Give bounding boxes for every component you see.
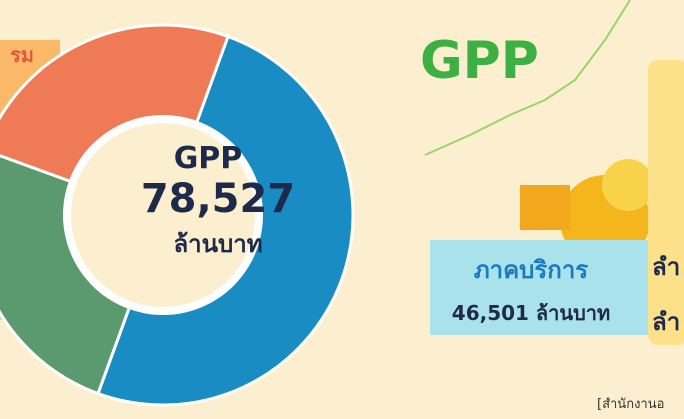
service-name: ภาคบริการ bbox=[474, 256, 588, 284]
heading: GPP bbox=[420, 31, 539, 91]
service-box bbox=[430, 240, 648, 335]
coin bbox=[602, 159, 654, 211]
center-title: GPP bbox=[174, 141, 243, 176]
center-unit: ล้านบาท bbox=[173, 230, 262, 258]
coin-stack bbox=[520, 185, 570, 230]
center-total: 78,527 bbox=[141, 176, 295, 222]
side-line: ลำ bbox=[652, 253, 680, 281]
trend-line bbox=[424, 0, 631, 156]
inner-circle bbox=[71, 123, 255, 307]
side-box bbox=[648, 60, 684, 345]
industry-label: รม bbox=[10, 43, 34, 67]
service-amount: 46,501 ล้านบาท bbox=[452, 301, 610, 325]
side-line: ลำ bbox=[652, 308, 680, 336]
source: [สำนักงานอ bbox=[597, 397, 664, 412]
